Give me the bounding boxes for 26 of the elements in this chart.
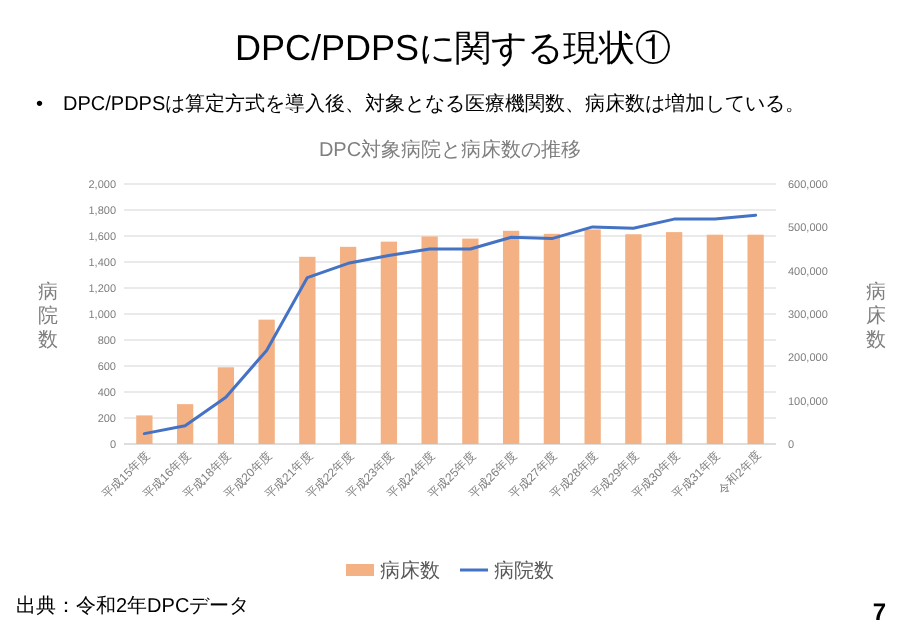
line-series	[142, 213, 758, 436]
bar	[543, 233, 561, 444]
bar	[747, 234, 764, 444]
bar	[339, 246, 357, 444]
legend-label: 病院数	[494, 559, 554, 583]
text: DPC対象病院と病床数の推移	[318, 138, 582, 162]
y-axis-title: 病院数	[38, 280, 58, 352]
bar	[136, 415, 153, 444]
bar	[176, 404, 194, 444]
chart-title: DPC/PDPSに関する現状①	[234, 28, 672, 68]
bar	[584, 229, 601, 444]
legend-label: 病床数	[380, 559, 440, 583]
bar	[502, 230, 520, 444]
y2-axis-title: 病床数	[866, 280, 886, 352]
source-note: 出典：令和2年DPCデータ	[16, 594, 250, 618]
bar	[665, 232, 683, 444]
bar	[625, 234, 642, 444]
bar	[258, 319, 275, 444]
bar	[421, 236, 438, 444]
bar	[217, 367, 235, 444]
bar	[299, 256, 316, 444]
bar	[462, 238, 479, 444]
chart-subtitle: • DPC/PDPSは算定方式を導入後、対象となる医療機関数、病床数は増加している。	[36, 92, 806, 116]
text: 7	[872, 598, 887, 626]
bar	[706, 234, 724, 444]
bar	[380, 241, 398, 444]
